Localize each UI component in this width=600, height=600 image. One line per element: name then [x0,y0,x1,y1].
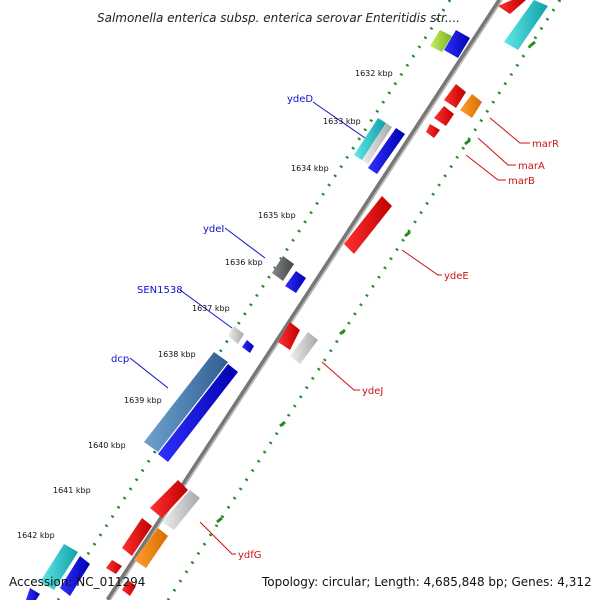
inner-genes [106,0,548,596]
tick-label: 1635 kbp [258,211,296,220]
gene-labels: ydeD ydeI SEN1538 dcp marR marA marB yde… [111,94,559,561]
label-marR[interactable]: marR [532,139,559,150]
inner-track-ticks [216,40,536,524]
gene-SEN1538-grey [228,326,244,344]
gene-ydeD-blue [368,128,405,174]
gene-dcp-blue [158,364,238,462]
tick-label: 1634 kbp [291,164,329,173]
gene-ydeI-blue [285,271,306,293]
gene-marB-red [434,106,454,126]
gene-ydeJ-grey [290,332,318,364]
tick-label: 1640 kbp [88,441,126,450]
label-ydeD[interactable]: ydeD [287,94,313,105]
gene-orange-lower [134,528,168,568]
gene-cyan-top [504,0,548,50]
gene-cyan-bottom [40,544,78,590]
gene-ydfG-grey [162,490,200,530]
gene-ydeE-red [344,196,392,254]
inner-dotted-track [166,0,562,600]
tick-label: 1633 kbp [323,117,361,126]
gene-red-tiny [106,560,122,574]
tick-labels: 1632 kbp 1633 kbp 1634 kbp 1635 kbp 1636… [17,69,393,540]
gene-ydfG-red [150,480,188,518]
gene-ydeD-cyan [354,118,386,160]
gene-red-small [426,124,440,138]
left-leader-lines [129,101,369,389]
outer-dotted-track [56,0,452,600]
tick-label: 1632 kbp [355,69,393,78]
tick-label: 1639 kbp [124,396,162,405]
gene-red-top [498,0,526,14]
gene-red-lower [122,518,152,556]
accession-text: Accession: NC_011294 [9,575,145,589]
label-dcp[interactable]: dcp [111,354,129,365]
gene-lime [430,30,452,52]
label-marB[interactable]: marB [508,176,535,187]
tick-label: 1636 kbp [225,258,263,267]
tick-label: 1638 kbp [158,350,196,359]
label-ydfG[interactable]: ydfG [238,550,262,561]
gene-marA-orange [460,94,482,118]
label-ydeI[interactable]: ydeI [203,224,224,235]
gene-blue-bottom-2 [26,588,40,600]
gene-marR-red [444,84,466,108]
map-title: Salmonella enterica subsp. enterica sero… [97,11,460,25]
label-ydeE[interactable]: ydeE [444,271,469,282]
gene-blue-bottom [60,556,90,596]
gene-blue-top [444,30,470,58]
gene-dcp-steel [144,352,228,452]
outer-genes [26,30,470,600]
label-SEN1538[interactable]: SEN1538 [137,285,183,296]
tick-label: 1641 kbp [53,486,91,495]
right-leader-lines [199,117,530,555]
gene-ydeI-dark [272,256,294,281]
gene-SEN1538-blue [242,340,254,353]
gene-ydeJ-red [278,322,300,350]
gene-red-bottom [122,580,136,596]
label-ydeJ[interactable]: ydeJ [362,386,383,397]
label-marA[interactable]: marA [518,161,545,172]
gene-ydeD-grey [362,123,392,164]
topology-text: Topology: circular; Length: 4,685,848 bp… [261,575,592,589]
tick-label: 1637 kbp [192,304,230,313]
tick-label: 1642 kbp [17,531,55,540]
